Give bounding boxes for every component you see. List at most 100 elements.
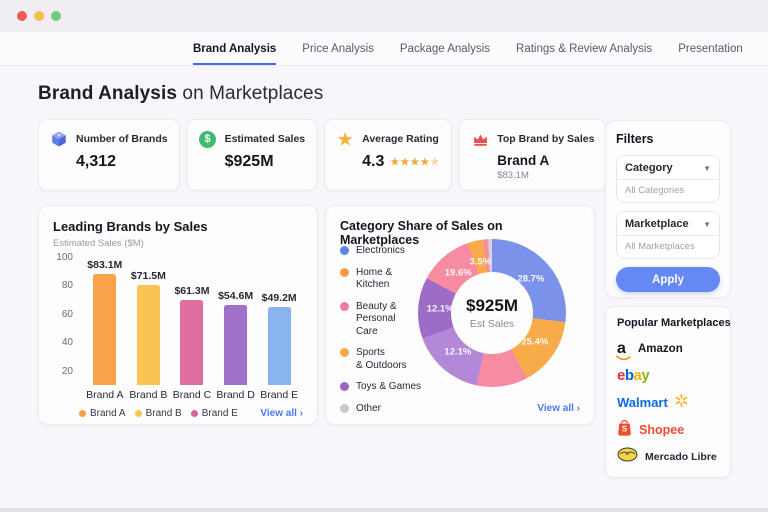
donut-view-all-link[interactable]: View all › xyxy=(537,403,580,414)
legend-label: Electronics xyxy=(356,245,405,256)
window-bottom-edge xyxy=(0,508,768,512)
legend-label: Brand A xyxy=(90,408,126,419)
legend-label: Home & Kitchen xyxy=(356,266,393,291)
page-title-bold: Brand Analysis xyxy=(38,83,178,104)
legend-label: Brand B xyxy=(145,408,182,419)
walmart-logo-text: Walmart xyxy=(617,395,668,410)
kpi-value: 4.3 ★★★★★ xyxy=(362,153,440,171)
marketplace-item-ebay[interactable]: ebay xyxy=(617,362,719,389)
bar-value-label: $71.5M xyxy=(130,270,166,283)
legend-item: Brand A xyxy=(79,408,126,419)
legend-dot-icon xyxy=(190,410,198,417)
bar-brand-e xyxy=(267,306,291,385)
marketplace-select-value: All Marketplaces xyxy=(625,241,695,252)
legend-label: Sports & Outdoors xyxy=(356,347,407,371)
dollar-glyph: $ xyxy=(199,130,217,148)
legend-item: Home & Kitchen xyxy=(340,267,421,292)
crown-icon xyxy=(471,130,489,148)
bar-chart-plot: 100 80 60 40 20 $83.1M $71.5M $61.3M $54.6M $49.… xyxy=(56,252,303,385)
kpi-label: Estimated Sales xyxy=(224,133,306,145)
star-icon: ★ xyxy=(337,129,353,149)
dollar-icon: $ xyxy=(199,130,217,148)
category-select-label: Category xyxy=(625,162,673,174)
y-axis-tick: 40 xyxy=(61,337,73,349)
y-axis-tick: 20 xyxy=(61,365,73,377)
bar-value-label: $49.2M xyxy=(261,291,297,304)
legend-dot-icon xyxy=(340,403,349,413)
page-title: Brand Analysis on Marketplaces xyxy=(38,83,323,105)
legend-dot-icon xyxy=(340,382,349,391)
legend-dot-icon xyxy=(340,246,349,255)
x-axis-label: Brand C xyxy=(172,389,212,401)
bar-chart-x-axis: Brand A Brand B Brand C Brand D Brand E xyxy=(81,389,303,401)
y-axis-tick: 80 xyxy=(61,280,73,292)
stars-full: ★★★★ xyxy=(390,156,431,168)
walmart-spark-icon xyxy=(675,393,688,412)
tab-price-analysis[interactable]: Price Analysis xyxy=(302,42,374,55)
legend-dot-icon xyxy=(340,267,349,277)
bar-brand-d xyxy=(224,305,248,385)
donut-center-value: $925M xyxy=(466,296,518,315)
y-axis-tick: 60 xyxy=(61,308,73,320)
cube-icon xyxy=(50,130,68,148)
legend-item: Toys & Games xyxy=(340,381,421,394)
category-select[interactable]: Category ▼ All Categories xyxy=(616,155,720,203)
rating-stars: ★★★★★ xyxy=(390,157,440,168)
kpi-value: 4,312 xyxy=(76,153,117,170)
legend-item: Beauty & Personal Care xyxy=(340,301,421,339)
bar-value-label: $54.6M xyxy=(218,290,254,303)
marketplace-item-amazon[interactable]: a Amazon xyxy=(616,335,719,362)
donut-center: $925M Est Sales xyxy=(451,272,533,354)
donut-chart-title: Category Share of Sales on Marketplaces xyxy=(340,219,503,247)
donut-chart-legend: Electronics Home & Kitchen Beauty & Person… xyxy=(340,245,421,415)
marketplace-label: Mercado Libre xyxy=(645,450,717,463)
page-title-rest: on Marketplaces xyxy=(177,83,324,104)
marketplace-item-shopee[interactable]: S Shopee xyxy=(617,416,719,443)
tab-brand-analysis[interactable]: Brand Analysis xyxy=(193,32,277,65)
tab-package-analysis[interactable]: Package Analysis xyxy=(399,42,491,55)
x-axis-label: Brand A xyxy=(86,389,124,401)
marketplace-item-mercado-libre[interactable]: Mercado Libre xyxy=(617,443,719,470)
marketplace-select[interactable]: Marketplace ▼ All Marketplaces xyxy=(616,211,720,259)
x-axis-label: Brand B xyxy=(129,389,168,401)
donut-percent-label: 12.1% xyxy=(444,346,472,358)
legend-dot-icon xyxy=(340,301,349,311)
kpi-label: Top Brand by Sales xyxy=(497,133,595,145)
tab-presentation[interactable]: Presentation xyxy=(678,42,743,55)
legend-item: Electronics xyxy=(340,245,421,258)
legend-item: Other xyxy=(340,403,421,416)
minimize-window-icon[interactable] xyxy=(34,11,44,21)
kpi-subvalue: $83.1M xyxy=(497,170,529,181)
bar-chart-subtitle: Estimated Sales ($M) xyxy=(53,238,144,249)
donut-chart: 28.7% 25.4% 12.1% 12.1% 19.6% 3.5% $925M Est … xyxy=(418,239,566,387)
y-axis-tick: 100 xyxy=(56,252,73,263)
legend-item: Brand B xyxy=(134,408,182,419)
tab-ratings-review-analysis[interactable]: Ratings & Review Analysis xyxy=(516,42,653,55)
bar-chart-bars: $83.1M $71.5M $61.3M $54.6M $49.2M xyxy=(81,257,303,385)
bar-value-label: $61.3M xyxy=(174,284,210,297)
category-select-value: All Categories xyxy=(625,185,685,196)
maximize-window-icon[interactable] xyxy=(51,11,61,21)
bar-chart-view-all-link[interactable]: View all › xyxy=(260,408,303,419)
bar-chart-footer: Brand A Brand B Brand E View all › xyxy=(53,408,303,419)
donut-percent-label: 25.4% xyxy=(521,336,549,348)
apply-button[interactable]: Apply xyxy=(616,267,720,292)
kpi-value: $925M xyxy=(224,153,274,170)
legend-item: Brand E xyxy=(190,408,238,419)
donut-percent-label: 3.5% xyxy=(469,256,492,268)
filters-panel: Filters Category ▼ All Categories Market… xyxy=(605,120,731,298)
popular-marketplaces-title: Popular Marketplaces xyxy=(617,317,731,329)
kpi-row: Number of Brands 4,312 $ Estimated Sales… xyxy=(38,119,607,191)
bar-column: $49.2M xyxy=(257,257,301,385)
kpi-label: Average Rating xyxy=(362,133,439,145)
legend-label: Brand E xyxy=(201,408,238,419)
marketplace-label: Amazon xyxy=(638,342,683,355)
close-window-icon[interactable] xyxy=(17,11,27,21)
marketplace-select-label: Marketplace xyxy=(625,218,689,230)
legend-dot-icon xyxy=(79,410,86,417)
mercado-libre-logo-icon xyxy=(617,447,638,467)
marketplace-item-walmart[interactable]: Walmart xyxy=(617,389,719,416)
main-content: Brand Analysis on Marketplaces Number of… xyxy=(0,66,768,512)
marketplace-label: Shopee xyxy=(639,422,685,437)
rating-value: 4.3 xyxy=(362,153,385,170)
